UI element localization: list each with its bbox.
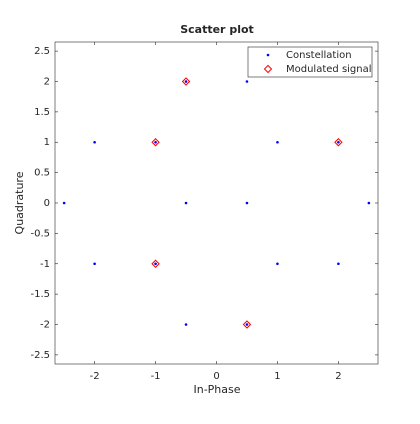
- dot-marker: [337, 262, 340, 266]
- dot-marker: [93, 140, 96, 144]
- dot-marker: [154, 140, 157, 144]
- y-tick-label: 1: [44, 137, 50, 148]
- legend-label: Modulated signal: [286, 64, 372, 75]
- diamond-marker: [151, 138, 160, 147]
- legend-label: Constellation: [286, 50, 352, 61]
- y-tick-label: 2: [44, 76, 50, 87]
- y-axis-label: Quadrature: [13, 171, 26, 234]
- x-axis-label: In-Phase: [193, 383, 240, 396]
- y-tick-label: -2.5: [30, 350, 50, 361]
- dot-marker: [184, 201, 188, 205]
- x-tick-label: 0: [213, 371, 219, 382]
- x-tick-label: -2: [90, 371, 100, 382]
- y-tick-label: -0.5: [30, 228, 50, 239]
- y-tick-label: -1: [40, 259, 50, 270]
- diamond-marker: [334, 138, 343, 147]
- dot-marker: [367, 201, 371, 205]
- y-tick-label: 2.5: [34, 46, 50, 57]
- y-tick-label: -1.5: [30, 289, 50, 300]
- y-tick-label: 1.5: [34, 107, 50, 118]
- diamond-marker: [263, 64, 273, 74]
- x-tick-label: -1: [151, 371, 161, 382]
- diamond-marker: [181, 77, 191, 86]
- y-tick-label: 0: [44, 198, 50, 209]
- plot-area: [54, 41, 379, 365]
- dot-marker: [154, 262, 157, 266]
- dot-marker: [184, 323, 188, 326]
- dot-marker: [184, 80, 188, 83]
- diamond-marker: [151, 259, 160, 268]
- dot-marker: [62, 201, 66, 205]
- dot-marker: [276, 140, 279, 144]
- x-tick-label: 1: [274, 371, 280, 382]
- y-tick-label: 0.5: [34, 168, 50, 179]
- dot-marker: [93, 262, 96, 266]
- y-tick-label: -2: [40, 320, 50, 331]
- diamond-marker: [242, 320, 252, 329]
- dot-marker: [245, 80, 249, 83]
- x-tick-label: 2: [335, 371, 341, 382]
- dot-marker: [337, 140, 340, 144]
- dot-marker: [245, 201, 249, 205]
- dot-marker: [276, 262, 279, 266]
- chart-title: Scatter plot: [180, 23, 254, 36]
- dot-marker: [266, 53, 270, 57]
- dot-marker: [245, 323, 249, 326]
